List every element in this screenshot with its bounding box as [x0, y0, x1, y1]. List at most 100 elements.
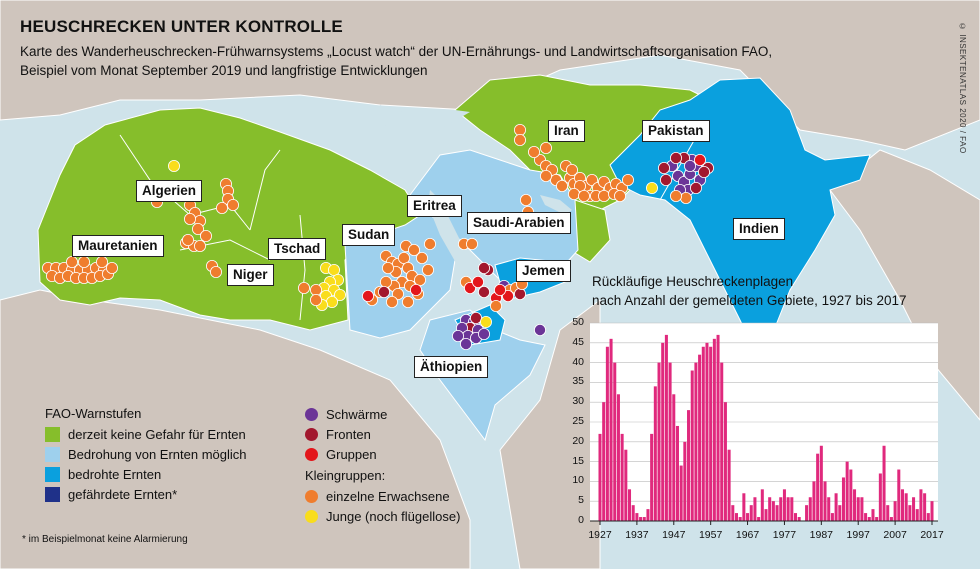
locust-dot-adults [401, 295, 414, 308]
locust-dot-adults [379, 275, 392, 288]
dot-young [305, 509, 318, 523]
legend-group-item: Schwärme [305, 404, 460, 424]
dot-fronts [305, 427, 318, 441]
map-title: HEUSCHRECKEN UNTER KONTROLLE [20, 17, 343, 36]
locust-dot-adults [514, 133, 527, 146]
locust-dot-groups [409, 283, 422, 296]
y-tick-label: 45 [572, 335, 584, 348]
legend-label: gefährdete Ernten* [68, 486, 178, 502]
locust-dot-adults [193, 239, 206, 252]
locust-dot-adults [489, 299, 502, 312]
dot-swarms [305, 407, 318, 421]
locust-dot-fronts [477, 261, 490, 274]
x-tick-label: 1947 [662, 529, 686, 541]
dot-groups [305, 447, 318, 461]
y-tick-label: 15 [572, 454, 584, 467]
locust-dot-adults [309, 283, 322, 296]
locust-dot-young [325, 295, 338, 308]
x-tick-label: 1987 [809, 529, 833, 541]
label-saudi-arabien: Saudi-Arabien [467, 212, 571, 234]
locust-dot-adults [309, 293, 322, 306]
label-tschad: Tschad [268, 238, 327, 260]
y-tick-label: 50 [572, 316, 584, 328]
legend-small-item: Junge (noch flügellose) [305, 506, 460, 526]
locust-dot-swarms [459, 337, 472, 350]
label-jemen: Jemen [516, 260, 571, 282]
x-tick-label: 1977 [772, 529, 797, 541]
locust-dot-fronts [658, 161, 671, 174]
locust-dot-young [479, 315, 492, 328]
locust-dot-adults [421, 263, 434, 276]
x-tick-label: 1937 [625, 529, 649, 541]
locust-dot-adults [66, 255, 79, 268]
locust-dot-fronts [477, 285, 490, 298]
locust-dot-adults [209, 265, 222, 278]
credit-text: © INSEKTENATLAS 2020 / FAO [958, 22, 967, 154]
x-tick-label: 2017 [920, 529, 944, 541]
locust-dot-adults [413, 273, 426, 286]
locust-dot-adults [670, 189, 683, 202]
swatch-threatened [45, 466, 60, 482]
y-tick-label: 40 [572, 355, 584, 368]
locust-dot-swarms [684, 159, 697, 172]
locust-dot-adults [540, 169, 553, 182]
locust-dot-adults [391, 287, 404, 300]
locust-dot-groups [471, 275, 484, 288]
locust-dot-adults [528, 145, 541, 158]
locust-dot-groups [694, 153, 707, 166]
x-tick-label: 1927 [588, 529, 612, 541]
legend-small-item: einzelne Erwachsene [305, 486, 460, 506]
locust-dot-adults [465, 237, 478, 250]
locust-dot-young [167, 159, 180, 172]
y-tick-label: 0 [578, 514, 584, 526]
locust-dot-young [646, 181, 659, 194]
locust-dot-adults [183, 212, 196, 225]
legend-group-item: Gruppen [305, 444, 460, 464]
locust-dot-adults [514, 124, 527, 137]
legend-warn-item: gefährdete Ernten* [45, 484, 247, 504]
label-aethiopien: Äthiopien [414, 356, 489, 378]
legend-group-item: Fronten [305, 424, 460, 444]
legend-small-title: Kleingruppen: [305, 468, 386, 483]
locust-dot-adults [397, 251, 410, 264]
locust-dot-adults [78, 255, 91, 268]
legend-label: Fronten [326, 426, 371, 442]
locust-dot-young [333, 288, 346, 301]
locust-dot-fronts [660, 173, 673, 186]
locust-dot-adults [181, 233, 194, 246]
locust-dot-adults [423, 237, 436, 250]
locust-dot-groups [361, 289, 374, 302]
label-mauretanien: Mauretanien [72, 235, 164, 257]
legend-warn-item: bedrohte Ernten [45, 464, 247, 484]
chart-title-line-1: Rückläufige Heuschreckenplagen [592, 274, 794, 289]
legend-label: Schwärme [326, 406, 388, 422]
locust-dot-groups [463, 281, 476, 294]
y-tick-label: 5 [578, 494, 584, 507]
label-iran: Iran [548, 120, 585, 142]
legend-warn-item: derzeit keine Gefahr für Ernten [45, 424, 247, 444]
locust-dot-adults [680, 191, 693, 204]
chart-title: Rückläufige Heuschreckenplagen nach Anza… [592, 272, 922, 310]
locust-dot-adults [96, 255, 109, 268]
locust-dot-fronts [377, 285, 390, 298]
locust-dot-adults [540, 141, 553, 154]
label-pakistan: Pakistan [642, 120, 710, 142]
subtitle-line-1: Karte des Wanderheuschrecken-Frühwarnsys… [20, 44, 773, 59]
locust-dot-adults [622, 173, 635, 186]
footnote: * im Beispielmonat keine Alarmierung [22, 534, 188, 545]
legend-warn-title: FAO-Warnstufen [45, 406, 142, 421]
legend-label: bedrohte Ernten [68, 466, 162, 482]
locust-dot-fronts [670, 151, 683, 164]
y-tick-label: 30 [572, 395, 584, 408]
legend-label: Bedrohung von Ernten möglich [68, 446, 247, 462]
y-tick-label: 10 [572, 474, 584, 487]
legend-warn-item: Bedrohung von Ernten möglich [45, 444, 247, 464]
locust-dot-adults [520, 193, 533, 206]
locust-dot-adults [566, 163, 579, 176]
label-sudan: Sudan [342, 224, 396, 246]
locust-dot-adults [568, 187, 581, 200]
map-subtitle: Karte des Wanderheuschrecken-Frühwarnsys… [20, 42, 820, 80]
y-tick-label: 20 [572, 434, 584, 447]
locust-dot-fronts [514, 287, 527, 300]
